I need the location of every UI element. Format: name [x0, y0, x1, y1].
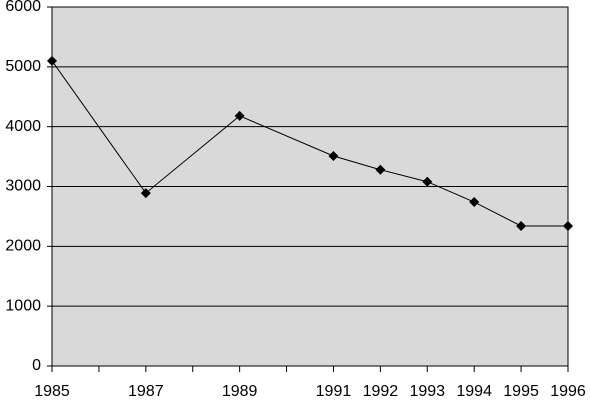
- x-tick-label: 1991: [316, 383, 352, 400]
- data-point: [516, 220, 527, 231]
- data-point: [375, 164, 386, 175]
- y-tick-label: 2000: [5, 238, 41, 255]
- x-tick-label: 1985: [34, 383, 70, 400]
- data-point: [140, 188, 151, 199]
- x-tick-label: 1996: [550, 383, 586, 400]
- data-point: [47, 55, 57, 66]
- x-tick-label: 1989: [222, 383, 258, 400]
- data-point: [422, 176, 433, 187]
- x-tick-label: 1993: [409, 383, 445, 400]
- data-point: [328, 150, 339, 161]
- y-tick-label: 0: [32, 357, 41, 374]
- y-tick-label: 1000: [5, 297, 41, 314]
- y-tick-label: 5000: [5, 58, 41, 75]
- data-point: [469, 197, 480, 208]
- x-tick-label: 1995: [503, 383, 539, 400]
- x-tick-label: 1992: [363, 383, 399, 400]
- y-tick-label: 3000: [5, 178, 41, 195]
- data-point: [563, 220, 573, 231]
- x-tick-label: 1994: [456, 383, 492, 400]
- y-tick-label: 4000: [5, 118, 41, 135]
- x-tick-label: 1987: [128, 383, 164, 400]
- y-tick-label: 6000: [5, 0, 41, 15]
- data-point: [234, 110, 245, 121]
